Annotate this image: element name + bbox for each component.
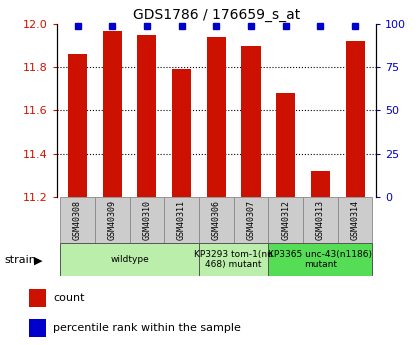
FancyBboxPatch shape	[268, 243, 373, 276]
Text: GSM40312: GSM40312	[281, 200, 290, 240]
FancyBboxPatch shape	[60, 197, 95, 243]
Text: GSM40308: GSM40308	[73, 200, 82, 240]
Text: KP3365 unc-43(n1186)
mutant: KP3365 unc-43(n1186) mutant	[268, 250, 373, 269]
Text: GSM40309: GSM40309	[108, 200, 117, 240]
Text: count: count	[53, 293, 85, 303]
Bar	[29, 319, 46, 337]
Text: percentile rank within the sample: percentile rank within the sample	[53, 323, 241, 333]
FancyBboxPatch shape	[268, 197, 303, 243]
FancyBboxPatch shape	[199, 243, 268, 276]
FancyBboxPatch shape	[164, 197, 199, 243]
FancyBboxPatch shape	[129, 197, 164, 243]
FancyBboxPatch shape	[338, 197, 373, 243]
Text: KP3293 tom-1(nu
468) mutant: KP3293 tom-1(nu 468) mutant	[194, 250, 273, 269]
Bar	[102, 31, 122, 197]
Text: GSM40307: GSM40307	[247, 200, 255, 240]
FancyBboxPatch shape	[303, 197, 338, 243]
FancyBboxPatch shape	[95, 197, 129, 243]
Bar	[276, 93, 295, 197]
Text: GSM40314: GSM40314	[351, 200, 360, 240]
Title: GDS1786 / 176659_s_at: GDS1786 / 176659_s_at	[133, 8, 300, 22]
Text: wildtype: wildtype	[110, 255, 149, 264]
Bar	[68, 55, 87, 197]
Text: GSM40313: GSM40313	[316, 200, 325, 240]
Text: GSM40306: GSM40306	[212, 200, 221, 240]
Bar	[241, 46, 260, 197]
Bar	[29, 289, 46, 307]
Text: GSM40310: GSM40310	[142, 200, 151, 240]
Bar	[207, 37, 226, 197]
Text: ▶: ▶	[34, 256, 42, 265]
FancyBboxPatch shape	[234, 197, 268, 243]
FancyBboxPatch shape	[60, 243, 199, 276]
Text: strain: strain	[4, 256, 36, 265]
Bar	[311, 171, 330, 197]
Bar	[172, 69, 191, 197]
FancyBboxPatch shape	[199, 197, 234, 243]
Text: GSM40311: GSM40311	[177, 200, 186, 240]
Bar	[346, 41, 365, 197]
Bar	[137, 35, 157, 197]
